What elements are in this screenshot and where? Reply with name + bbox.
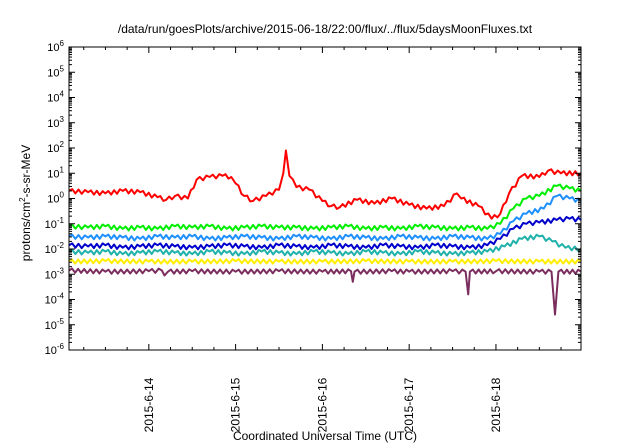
series-line xyxy=(68,267,582,316)
y-axis-label-sup: 2 xyxy=(18,197,27,202)
y-tick-label: 100 xyxy=(47,191,64,206)
y-tick-label: 10-1 xyxy=(45,216,65,231)
axes-layer: 106 105 104 103 102 101 100 10-1 10-2 10-3 10-4 10-… xyxy=(45,39,581,432)
x-tick-label: 2015-6-18 xyxy=(489,377,503,432)
series-layer xyxy=(68,149,582,316)
series-line xyxy=(68,216,582,251)
y-tick-label: 103 xyxy=(47,115,64,130)
y-tick-label: 106 xyxy=(47,39,64,54)
y-axis-label: protons/cm2-s-sr-MeV xyxy=(18,145,33,261)
y-axis-label-base: protons/cm xyxy=(19,202,33,261)
series-line xyxy=(68,258,582,265)
y-axis-label-rest: -s-sr-MeV xyxy=(19,145,33,198)
series-line xyxy=(68,183,582,232)
x-axis-label: Coordinated Universal Time (UTC) xyxy=(233,429,417,443)
y-tick-label: 10-6 xyxy=(45,342,65,357)
chart-title: /data/run/goesPlots/archive/2015-06-18/2… xyxy=(118,22,533,36)
y-tick-label: 10-2 xyxy=(45,241,65,256)
x-tick-label: 2015-6-16 xyxy=(315,377,329,432)
y-tick-label: 10-4 xyxy=(45,292,65,307)
y-tick-label: 105 xyxy=(47,64,64,79)
svg-text:protons/cm2-s-sr-MeV: protons/cm2-s-sr-MeV xyxy=(18,145,33,261)
series-line xyxy=(68,149,582,220)
y-tick-label: 102 xyxy=(47,140,64,155)
plot-frame xyxy=(68,46,582,351)
series-line xyxy=(68,193,582,242)
y-tick-label: 104 xyxy=(47,90,64,105)
x-tick-label: 2015-6-15 xyxy=(229,377,243,432)
x-tick-label: 2015-6-17 xyxy=(402,377,416,432)
y-tick-label: 10-3 xyxy=(45,266,65,281)
x-tick-label: 2015-6-14 xyxy=(142,377,156,432)
y-tick-label: 10-5 xyxy=(45,317,65,332)
series-line xyxy=(68,233,582,257)
y-tick-label: 101 xyxy=(47,165,64,180)
